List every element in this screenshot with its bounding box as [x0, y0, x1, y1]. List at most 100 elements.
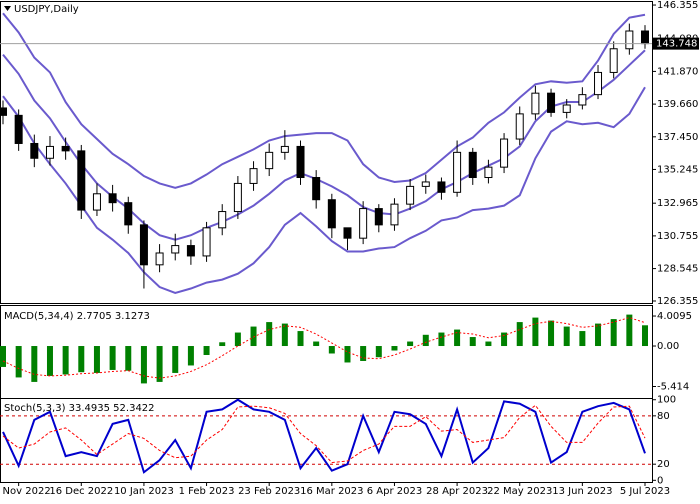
candle-body	[92, 193, 101, 211]
x-tick-label: 28 Apr 2023	[426, 486, 488, 497]
x-tick-label: 6 Apr 2023	[367, 486, 422, 497]
candle-body	[14, 114, 23, 144]
candle-body	[390, 203, 399, 226]
macd-bar	[172, 346, 179, 373]
macd-bar	[438, 332, 445, 347]
macd-bar	[563, 326, 570, 347]
macd-bar	[579, 331, 586, 347]
x-tick-label: 13 Jun 2023	[552, 486, 612, 497]
candle-body	[609, 48, 618, 73]
macd-bar	[485, 341, 492, 347]
macd-bar	[610, 319, 617, 347]
macd-bar	[375, 346, 382, 358]
x-tick-label: 24 Nov 2022	[0, 486, 51, 497]
macd-bar	[281, 323, 288, 347]
candle-body	[374, 208, 383, 226]
macd-bar	[31, 346, 38, 382]
candle-body	[108, 193, 117, 204]
candle-body	[641, 30, 649, 45]
macd-bar	[15, 346, 22, 378]
candle-body	[437, 181, 446, 193]
macd-bar	[297, 331, 304, 347]
macd-bar	[501, 332, 508, 347]
y-tick-label: 128.545	[657, 264, 698, 275]
candle-body	[77, 150, 86, 211]
y-tick-label: 135.245	[657, 164, 698, 175]
y-tick-label: 130.755	[657, 231, 698, 242]
candle-body	[359, 208, 368, 239]
y-tick-label: 141.870	[657, 66, 698, 77]
candle-body	[124, 202, 133, 226]
candle-body	[296, 145, 305, 179]
macd-bar	[642, 325, 648, 347]
macd-bar	[62, 346, 69, 375]
macd-bar	[360, 346, 367, 361]
x-tick-label: 16 Dec 2022	[49, 486, 113, 497]
macd-bar	[0, 346, 6, 367]
y-tick-label: 137.450	[657, 132, 698, 143]
candle-body	[547, 92, 556, 113]
y-tick-label: 80	[657, 411, 670, 422]
macd-bar	[328, 346, 335, 354]
macd-bar	[46, 346, 53, 376]
candle-body	[327, 199, 336, 229]
macd-bar	[454, 329, 461, 347]
candle-body	[594, 71, 603, 96]
price-title: USDJPY,Daily	[14, 4, 79, 15]
candle-body	[30, 142, 39, 159]
macd-bar	[93, 346, 100, 373]
macd-bar	[187, 346, 194, 366]
candle-body	[531, 92, 540, 115]
macd-bar	[266, 322, 273, 347]
candle-body	[578, 94, 587, 106]
macd-bar	[140, 346, 147, 384]
candle-body	[186, 245, 195, 257]
macd-bar	[422, 334, 429, 347]
candle-body	[515, 113, 524, 140]
x-tick-label: 22 May 2023	[487, 486, 552, 497]
macd-title: MACD(5,34,4) 2.7705 3.1273	[4, 311, 150, 322]
y-tick-label: 0	[657, 475, 663, 486]
macd-bar	[125, 346, 132, 371]
menu-triangle-icon	[4, 6, 11, 11]
candle-body	[233, 182, 242, 213]
stoch-signal-line	[2, 404, 646, 464]
candle-body	[562, 104, 571, 113]
macd-bar	[595, 323, 602, 347]
last-price-label: 143.748	[656, 39, 697, 50]
bollinger-band	[2, 86, 646, 294]
candle-body	[343, 227, 352, 239]
bollinger-band	[2, 12, 646, 189]
macd-bar	[156, 346, 163, 382]
macd-bar	[219, 342, 226, 347]
price-panel-frame	[0, 1, 653, 304]
candle-body	[139, 224, 148, 266]
stoch-panel-frame	[0, 398, 653, 483]
x-tick-label: 1 Feb 2023	[179, 486, 235, 497]
macd-bar	[516, 322, 523, 347]
last-price-box	[653, 37, 699, 50]
macd-bar	[626, 314, 633, 347]
candle-body	[500, 138, 509, 168]
candle-body	[484, 166, 493, 179]
candle-body	[468, 151, 477, 179]
macd-bar	[234, 332, 241, 347]
candle-body	[280, 145, 289, 153]
macd-bar	[407, 341, 414, 347]
y-tick-label: 100	[657, 395, 676, 406]
candle-body	[61, 145, 70, 152]
macd-bar	[109, 346, 116, 370]
candle-body	[0, 107, 7, 116]
macd-bar	[344, 346, 351, 363]
candle-body	[218, 211, 227, 229]
x-tick-label: 16 Mar 2023	[300, 486, 363, 497]
macd-bar	[313, 341, 320, 347]
candle-body	[202, 227, 211, 257]
signal-line	[2, 317, 646, 379]
macd-bar	[250, 326, 257, 347]
candle-body	[45, 145, 54, 159]
candle-body	[155, 252, 164, 266]
